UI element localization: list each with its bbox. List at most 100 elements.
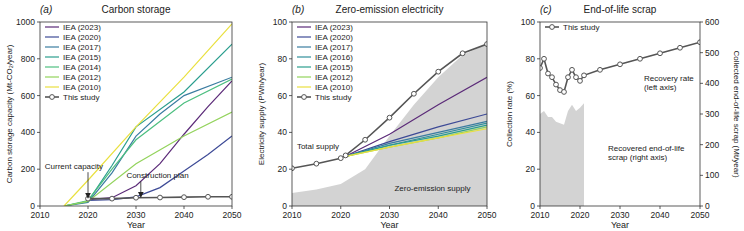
legend-label: IEA (2023) (315, 23, 353, 32)
annotation: Recovered end-of-lifescrap (right axis) (608, 144, 685, 163)
y-tick-label: 100 (273, 17, 287, 27)
y-tick (37, 58, 40, 59)
y2-axis-label: Collected end-of-life scrap (Mt/year) (732, 50, 741, 177)
legend-swatch (297, 66, 311, 67)
marker (678, 45, 683, 50)
x-tick (580, 206, 581, 209)
panel: (b)Zero-emission electricity201020202030… (257, 4, 497, 230)
legend-swatch (45, 66, 59, 67)
y-tick-label: 400 (21, 127, 35, 137)
x-tick (540, 206, 541, 209)
legend-swatch (45, 36, 59, 37)
x-tick-label: 2020 (331, 210, 350, 220)
y-tick-label: 80 (526, 54, 536, 64)
marker (411, 91, 416, 96)
line (346, 114, 487, 156)
y-tick (537, 206, 540, 207)
line (346, 129, 487, 157)
annotation-line: Recovery rate (644, 74, 694, 83)
legend-swatch (297, 86, 311, 87)
y2-tick-label: 400 (705, 78, 719, 88)
y-tick-label: 40 (526, 127, 536, 137)
x-tick (700, 206, 701, 209)
line (292, 44, 487, 168)
marker (550, 75, 555, 80)
marker (182, 195, 187, 200)
x-tick (389, 206, 390, 209)
legend-label: IEA (2017) (315, 43, 353, 52)
marker (314, 161, 319, 166)
y2-tick (700, 206, 703, 207)
x-tick (88, 206, 89, 209)
x-tick (292, 206, 293, 209)
annotation-line: Current capacity (45, 162, 103, 171)
marker (574, 75, 579, 80)
marker (598, 67, 603, 72)
x-tick-label: 2030 (611, 210, 630, 220)
y2-tick (700, 52, 703, 53)
marker (554, 82, 559, 87)
x-tick-label: 2050 (691, 210, 710, 220)
y-tick (537, 169, 540, 170)
x-tick-label: 2020 (571, 210, 590, 220)
annotation-line: Construction plan (126, 171, 188, 180)
y-tick (537, 58, 540, 59)
marker (436, 69, 441, 74)
y-tick-label: 20 (526, 164, 536, 174)
marker (158, 195, 163, 200)
annotation-line: Total supply (297, 142, 339, 151)
legend-label: IEA (2020) (315, 33, 353, 42)
marker (638, 56, 643, 61)
marker (578, 78, 583, 83)
annotation: Recovery rate(left axis) (644, 74, 694, 93)
y2-tick-label: 600 (705, 17, 719, 27)
line (346, 121, 487, 156)
y-tick (289, 22, 292, 23)
legend-swatch (45, 86, 59, 87)
line (64, 112, 232, 206)
x-tick-label: 2020 (79, 210, 98, 220)
legend-swatch (45, 46, 59, 47)
marker (206, 194, 211, 199)
y-tick-label: 40 (278, 127, 288, 137)
x-tick-label: 2010 (31, 210, 50, 220)
marker (546, 71, 551, 76)
legend-swatch (297, 46, 311, 47)
y2-tick (700, 83, 703, 84)
annotation-line: Zero-emission supply (394, 184, 470, 193)
line (346, 125, 487, 156)
y-axis-label: Collection rate (%) (505, 81, 514, 147)
y-tick (289, 169, 292, 170)
legend-label: IEA (2020) (63, 33, 101, 42)
legend-swatch (297, 26, 311, 27)
y-tick (537, 22, 540, 23)
marker (658, 51, 663, 56)
area (292, 44, 487, 206)
plot-frame (292, 22, 487, 206)
plot-frame (540, 22, 700, 206)
x-axis-label: Year (127, 220, 145, 230)
annotation: Zero-emission supply (394, 184, 470, 193)
y-tick (537, 132, 540, 133)
line (64, 24, 232, 206)
x-tick (340, 206, 341, 209)
x-axis-label: Year (380, 220, 398, 230)
annotation-line: (left axis) (644, 83, 677, 92)
marker (110, 196, 115, 201)
annotation-arrow (88, 172, 89, 197)
x-tick-label: 2040 (429, 210, 448, 220)
y-tick (37, 132, 40, 133)
legend-marker (302, 95, 307, 100)
y-axis-label: Carbon storage capacity (Mt-CO₂/year) (5, 44, 14, 183)
x-tick (232, 206, 233, 209)
y-tick-label: 20 (278, 164, 288, 174)
y-tick (37, 95, 40, 96)
y-tick (289, 58, 292, 59)
y2-tick-label: 100 (705, 170, 719, 180)
annotation: Total supply (297, 142, 339, 151)
x-tick (660, 206, 661, 209)
legend-label: IEA (2014) (63, 63, 101, 72)
legend-swatch (45, 56, 59, 57)
line (346, 77, 487, 156)
marker (562, 90, 567, 95)
